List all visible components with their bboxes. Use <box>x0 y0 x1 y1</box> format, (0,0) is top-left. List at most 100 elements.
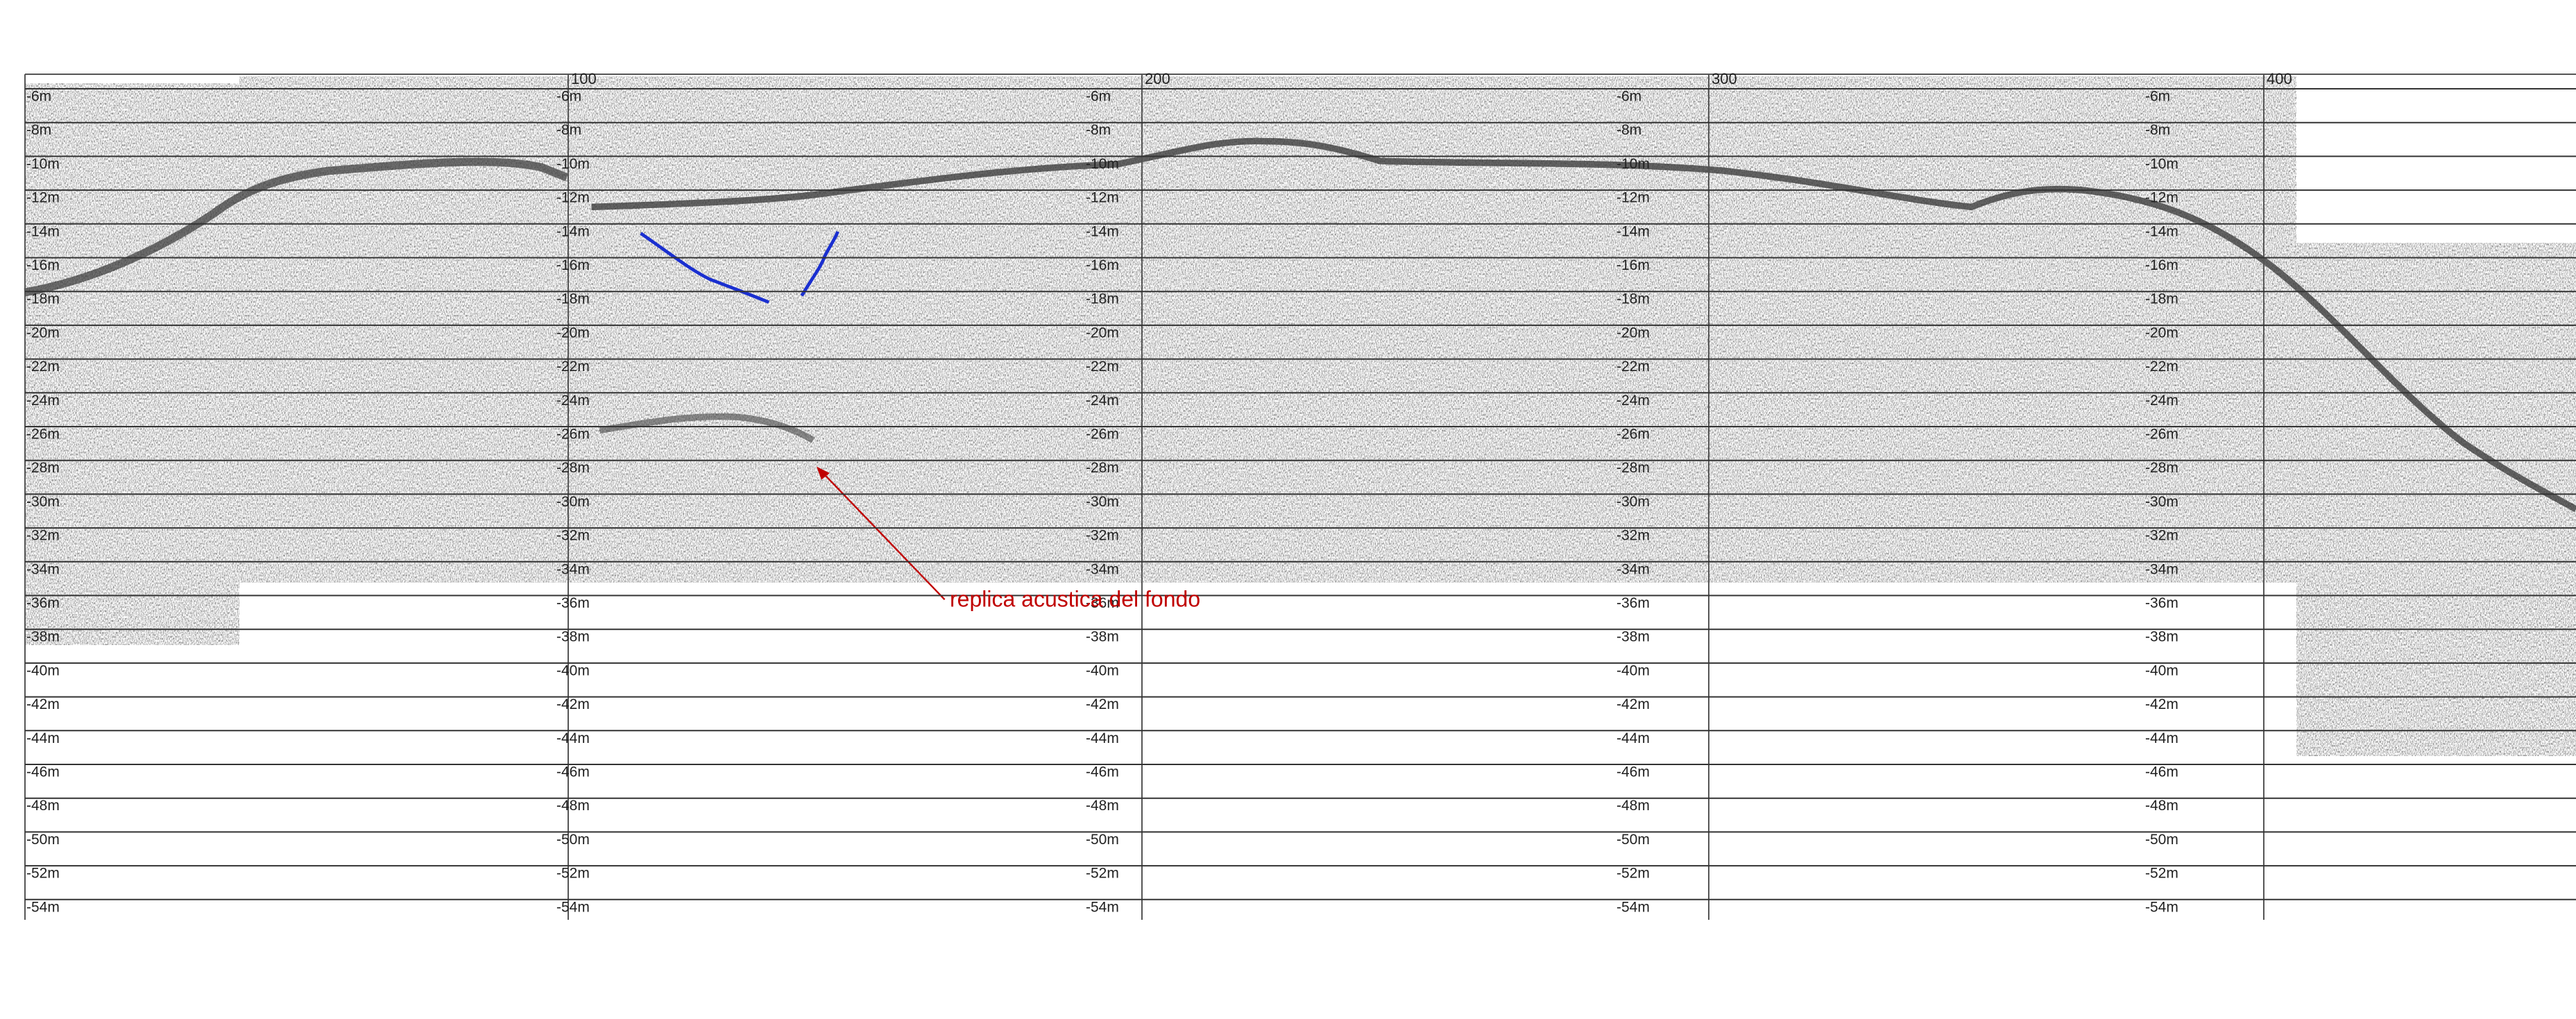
depth-label: -42m <box>556 696 590 712</box>
trace-label: 200 <box>1145 70 1170 87</box>
depth-label: -22m <box>2145 359 2178 375</box>
depth-label: -14m <box>556 223 590 239</box>
depth-label: -20m <box>1086 325 1119 341</box>
depth-label: -10m <box>26 156 60 172</box>
depth-label: -26m <box>556 427 590 443</box>
depth-label: -54m <box>2145 899 2178 915</box>
depth-label: -32m <box>556 528 590 544</box>
depth-label: -36m <box>26 595 60 611</box>
depth-label: -36m <box>1617 595 1650 611</box>
depth-label: -40m <box>2145 662 2178 678</box>
depth-label: -50m <box>1617 832 1650 848</box>
depth-label: -34m <box>1617 561 1650 577</box>
depth-label: -14m <box>26 223 60 239</box>
depth-label: -24m <box>556 393 590 409</box>
depth-label: -32m <box>1086 528 1119 544</box>
depth-label: -6m <box>556 89 581 105</box>
depth-label: -40m <box>556 662 590 678</box>
depth-label: -20m <box>1617 325 1650 341</box>
depth-label: -42m <box>26 696 60 712</box>
depth-label: -6m <box>2145 89 2170 105</box>
depth-label: -30m <box>556 494 590 510</box>
depth-label: -50m <box>1086 832 1119 848</box>
depth-label: -52m <box>556 866 590 882</box>
depth-label: -8m <box>26 122 51 138</box>
depth-label: -26m <box>26 427 60 443</box>
depth-label: -50m <box>26 832 60 848</box>
depth-label: -16m <box>1086 257 1119 273</box>
depth-label: -22m <box>556 359 590 375</box>
depth-label: -54m <box>1086 899 1119 915</box>
depth-label: -8m <box>1617 122 1641 138</box>
depth-label: -52m <box>2145 866 2178 882</box>
depth-label: -40m <box>26 662 60 678</box>
depth-label: -44m <box>2145 730 2178 746</box>
depth-label: -8m <box>2145 122 2170 138</box>
depth-label: -20m <box>2145 325 2178 341</box>
depth-label: -46m <box>26 764 60 780</box>
depth-label: -6m <box>1617 89 1641 105</box>
depth-label: -30m <box>26 494 60 510</box>
depth-label: -20m <box>26 325 60 341</box>
depth-label: -38m <box>1617 629 1650 645</box>
depth-label: -40m <box>1617 662 1650 678</box>
depth-label: -54m <box>1617 899 1650 915</box>
depth-label: -38m <box>26 629 60 645</box>
depth-label: -32m <box>1617 528 1650 544</box>
depth-label: -54m <box>556 899 590 915</box>
depth-label: -44m <box>1617 730 1650 746</box>
depth-label: -32m <box>26 528 60 544</box>
depth-label: -26m <box>2145 427 2178 443</box>
depth-label: -36m <box>1086 595 1119 611</box>
depth-label: -18m <box>2145 291 2178 307</box>
depth-label: -34m <box>556 561 590 577</box>
depth-label: -14m <box>1617 223 1650 239</box>
depth-label: -36m <box>556 595 590 611</box>
depth-label: -16m <box>1617 257 1650 273</box>
depth-label: -34m <box>2145 561 2178 577</box>
depth-label: -28m <box>556 460 590 476</box>
trace-label: 100 <box>571 70 597 87</box>
depth-label: -48m <box>26 798 60 814</box>
depth-label: -30m <box>2145 494 2178 510</box>
depth-label: -12m <box>2145 190 2178 206</box>
depth-label: -14m <box>2145 223 2178 239</box>
depth-label: -28m <box>2145 460 2178 476</box>
depth-label: -44m <box>26 730 60 746</box>
depth-label: -16m <box>556 257 590 273</box>
noise-texture <box>25 76 2576 756</box>
depth-label: -48m <box>2145 798 2178 814</box>
depth-label: -54m <box>26 899 60 915</box>
depth-label: -42m <box>1086 696 1119 712</box>
depth-label: -40m <box>1086 662 1119 678</box>
depth-label: -12m <box>556 190 590 206</box>
trace-label: 400 <box>2267 70 2292 87</box>
depth-label: -52m <box>1617 866 1650 882</box>
depth-label: -10m <box>556 156 590 172</box>
depth-label: -28m <box>1086 460 1119 476</box>
depth-label: -24m <box>26 393 60 409</box>
depth-label: -34m <box>26 561 60 577</box>
depth-label: -44m <box>1086 730 1119 746</box>
depth-label: -32m <box>2145 528 2178 544</box>
depth-label: -20m <box>556 325 590 341</box>
depth-label: -34m <box>1086 561 1119 577</box>
depth-label: -12m <box>26 190 60 206</box>
depth-label: -26m <box>1086 427 1119 443</box>
depth-label: -52m <box>1086 866 1119 882</box>
depth-label: -8m <box>556 122 581 138</box>
depth-label: -42m <box>2145 696 2178 712</box>
depth-label: -12m <box>1617 190 1650 206</box>
depth-label: -46m <box>2145 764 2178 780</box>
depth-label: -38m <box>1086 629 1119 645</box>
depth-label: -16m <box>2145 257 2178 273</box>
depth-label: -12m <box>1086 190 1119 206</box>
depth-label: -30m <box>1617 494 1650 510</box>
depth-label: -22m <box>1617 359 1650 375</box>
depth-label: -10m <box>2145 156 2178 172</box>
depth-label: -30m <box>1086 494 1119 510</box>
depth-label: -26m <box>1617 427 1650 443</box>
depth-label: -6m <box>26 89 51 105</box>
depth-label: -10m <box>1086 156 1119 172</box>
